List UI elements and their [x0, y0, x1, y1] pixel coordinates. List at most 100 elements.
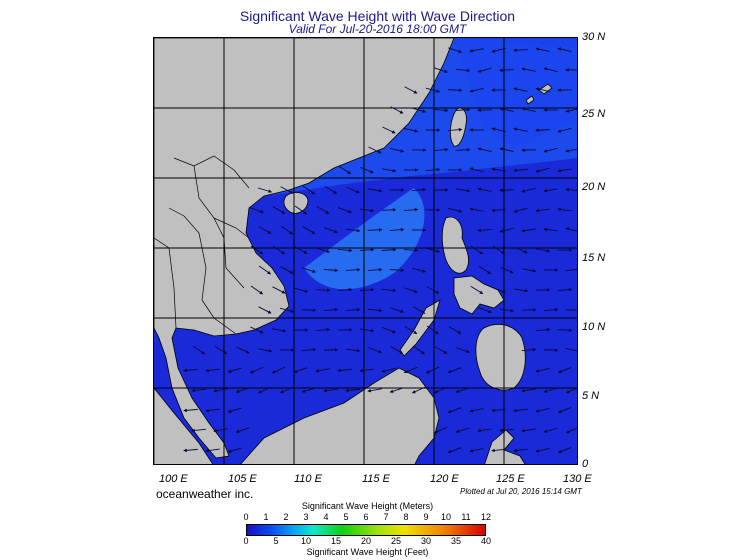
sumatra-island: [154, 387, 214, 464]
wave-direction-arrow: [235, 427, 250, 434]
chart-title: Significant Wave Height with Wave Direct…: [239, 8, 516, 24]
wave-direction-arrow: [477, 147, 492, 153]
wave-direction-arrow: [535, 367, 550, 373]
wave-direction-arrow: [302, 185, 316, 195]
lon-label-120e: 120 E: [430, 473, 459, 485]
colorbar-meter-tick: 5: [343, 512, 349, 522]
wave-direction-arrow: [535, 248, 551, 253]
wave-direction-arrow: [390, 106, 404, 114]
wave-direction-arrow: [293, 367, 308, 374]
colorbar-feet-tick: 35: [450, 536, 461, 546]
wave-direction-arrow: [250, 207, 264, 214]
lon-label-100e: 100 E: [159, 473, 188, 485]
wave-direction-arrow: [456, 347, 470, 354]
wave-direction-arrow: [359, 247, 375, 252]
wave-direction-arrow: [535, 327, 551, 332]
wave-direction-arrow: [469, 48, 484, 53]
wave-direction-arrows: [183, 47, 577, 454]
wave-direction-arrow: [404, 287, 419, 293]
colorbar-meter-tick: 1: [263, 512, 269, 522]
wave-direction-arrow: [205, 408, 220, 413]
wave-direction-arrow: [250, 245, 264, 255]
wave-direction-arrow: [557, 168, 572, 173]
wave-direction-arrow: [557, 328, 573, 332]
lat-label-30n: 30 N: [582, 31, 606, 43]
colorbar-feet-tick: 0: [243, 536, 249, 546]
wave-direction-arrow: [447, 367, 462, 374]
colorbar-feet-tick: 40: [480, 536, 491, 546]
wave-direction-arrow: [412, 345, 426, 355]
wave-direction-arrow: [381, 288, 397, 293]
wave-direction-arrow: [455, 68, 471, 73]
wave-direction-arrow: [360, 166, 374, 174]
wave-direction-arrow: [411, 267, 427, 273]
wave-direction-arrow: [426, 286, 440, 294]
wave-direction-arrow: [447, 88, 463, 93]
wave-direction-arrow: [565, 187, 577, 192]
wave-direction-arrow: [499, 227, 514, 233]
wave-direction-arrow: [477, 67, 492, 73]
wave-direction-arrow: [389, 147, 405, 153]
lon-label-115e: 115 E: [362, 473, 390, 485]
colorbar-meter-tick: 6: [363, 512, 369, 522]
wave-direction-arrow: [183, 368, 198, 373]
colorbar-meter-tick: 10: [440, 512, 451, 522]
wave-direction-arrow: [279, 307, 295, 313]
wave-direction-arrow: [279, 386, 294, 394]
wave-direction-arrow: [499, 147, 514, 152]
wave-direction-arrow: [491, 408, 506, 413]
wave-direction-arrow: [521, 347, 537, 352]
palawan-island: [399, 299, 441, 357]
wave-direction-arrow: [543, 427, 558, 433]
wave-direction-arrow: [543, 147, 558, 153]
wave-direction-arrow: [272, 286, 286, 294]
wave-direction-arrow: [280, 225, 294, 235]
wave-direction-arrow: [565, 387, 577, 394]
wave-direction-arrow: [345, 228, 361, 233]
wave-direction-arrow: [258, 265, 272, 275]
wave-direction-arrow: [404, 325, 418, 335]
colorbar-title-meters: Significant Wave Height (Meters): [301, 501, 434, 511]
wave-direction-arrow: [434, 346, 448, 354]
colorbar-feet-tick: 15: [330, 536, 341, 546]
wave-direction-arrow: [315, 288, 331, 292]
wave-direction-arrow: [272, 206, 286, 214]
wave-direction-arrow: [390, 307, 405, 313]
wave-direction-arrow: [535, 208, 550, 213]
wave-direction-arrow: [301, 308, 317, 312]
wave-direction-arrow: [213, 388, 228, 393]
lon-label-105e: 105 E: [228, 473, 257, 485]
wave-direction-arrow: [315, 327, 331, 332]
wave-direction-arrow: [513, 288, 529, 293]
wave-direction-arrow: [491, 127, 506, 133]
wave-direction-arrow: [500, 266, 514, 274]
map-canvas: [154, 38, 577, 464]
wave-direction-arrow: [412, 306, 426, 314]
wave-direction-arrow: [338, 165, 352, 175]
wave-direction-arrow: [491, 208, 506, 213]
wave-direction-arrow: [324, 227, 338, 234]
wave-direction-arrow: [491, 47, 506, 53]
wave-direction-arrow: [565, 227, 577, 232]
visayas-islands: [453, 275, 505, 315]
wave-direction-arrow: [249, 366, 264, 374]
wave-direction-arrow: [565, 347, 577, 353]
colorbar-meter-tick: 9: [423, 512, 429, 522]
lat-label-25n: 25 N: [582, 108, 606, 120]
wave-direction-arrow: [294, 205, 308, 215]
wave-direction-arrow: [258, 226, 272, 234]
colorbar-meter-tick: 12: [480, 512, 491, 522]
wave-direction-arrow: [302, 225, 316, 235]
wave-direction-arrow: [345, 388, 360, 393]
wave-direction-arrow: [513, 448, 528, 453]
wave-direction-arrow: [280, 266, 294, 274]
wave-direction-arrow: [521, 388, 536, 393]
wave-direction-arrow: [499, 107, 514, 112]
wave-direction-arrow: [381, 367, 396, 373]
wave-direction-arrow: [345, 348, 361, 353]
wave-direction-arrow: [403, 128, 419, 133]
wave-direction-arrow: [271, 366, 286, 374]
wave-direction-arrow: [367, 188, 383, 193]
wave-direction-arrow: [557, 367, 572, 374]
wave-direction-arrow: [513, 87, 528, 93]
